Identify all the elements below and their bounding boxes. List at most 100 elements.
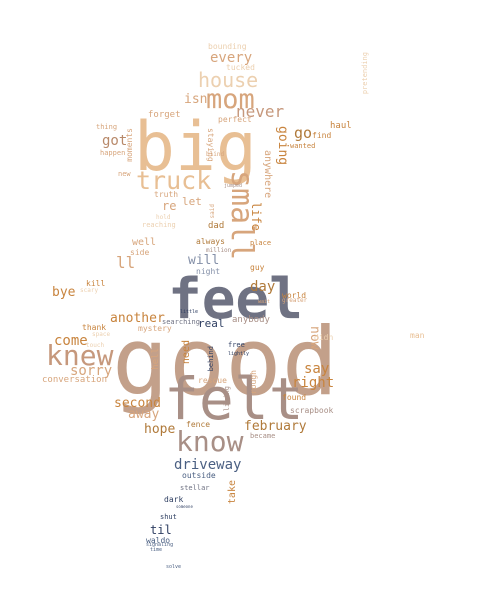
word-scrapbook: scrapbook bbox=[290, 406, 334, 415]
word-another: another bbox=[110, 311, 165, 326]
word-knew: knew bbox=[46, 339, 114, 372]
word-hell: hell bbox=[151, 348, 161, 370]
word-got: got bbox=[102, 133, 128, 149]
word-dad: dad bbox=[208, 221, 225, 231]
word-searching: searching bbox=[162, 318, 200, 326]
word-truck: truck bbox=[136, 166, 212, 195]
word-february: february bbox=[244, 419, 307, 434]
word-side: side bbox=[130, 248, 150, 257]
word-thank: thank bbox=[82, 323, 107, 332]
word-someone: someone bbox=[176, 504, 193, 509]
word-mystery: mystery bbox=[138, 324, 172, 333]
word-happen: happen bbox=[100, 149, 126, 157]
word-space: space bbox=[92, 331, 111, 338]
word-shut: shut bbox=[160, 513, 177, 521]
word-million: million bbox=[206, 247, 232, 254]
word-conversation: conversation bbox=[42, 375, 108, 385]
word-small: small bbox=[224, 170, 259, 261]
word-pretending: pretending bbox=[361, 52, 369, 95]
word-became: became bbox=[250, 432, 276, 440]
word-found: found bbox=[282, 393, 307, 402]
word-go: go bbox=[294, 124, 313, 142]
word-never: never bbox=[236, 102, 285, 121]
word-lightly: lightly bbox=[228, 351, 250, 357]
word-jumped: jumped bbox=[224, 183, 243, 189]
word-re: re bbox=[162, 199, 177, 213]
word-waldo: waldo bbox=[146, 536, 171, 545]
word-blind: blind bbox=[206, 151, 225, 158]
word-come: come bbox=[54, 333, 88, 349]
word-life: life bbox=[249, 202, 263, 231]
word-dark: dark bbox=[164, 495, 184, 504]
word-stellar: stellar bbox=[180, 484, 210, 492]
word-new: new bbox=[118, 170, 131, 178]
word-will: will bbox=[188, 253, 220, 268]
word-always: always bbox=[196, 237, 225, 246]
word-second: second bbox=[114, 396, 161, 411]
word-outside: outside bbox=[182, 471, 216, 480]
word-bounding: bounding bbox=[208, 42, 247, 51]
word-behind: behind bbox=[207, 346, 215, 372]
word-perfect: perfect bbox=[218, 115, 252, 124]
word-truth: truth bbox=[154, 190, 179, 199]
word-signaling: signaling bbox=[146, 542, 174, 548]
word-haul: haul bbox=[330, 121, 352, 131]
word-rough: rough bbox=[249, 370, 258, 395]
word-let: let bbox=[182, 195, 202, 208]
word-find: find bbox=[312, 131, 332, 140]
word-touch: touch bbox=[86, 342, 105, 349]
word-night: night bbox=[196, 267, 221, 276]
word-hope: hope bbox=[144, 422, 176, 437]
word-right: right bbox=[292, 375, 335, 391]
word-fence: fence bbox=[186, 420, 211, 429]
word-house: house bbox=[198, 68, 259, 92]
word-every: every bbox=[210, 50, 253, 66]
word-little: little bbox=[180, 309, 199, 315]
word-forget: forget bbox=[148, 110, 181, 120]
word-scary: scary bbox=[80, 287, 99, 294]
word-take: take bbox=[227, 480, 238, 505]
word-going: going bbox=[275, 126, 290, 166]
word-free: free bbox=[228, 341, 245, 349]
word-felt: felt bbox=[164, 365, 304, 433]
word-day: day bbox=[250, 279, 276, 295]
word-well: well bbox=[132, 237, 157, 248]
word-rescue: rescue bbox=[198, 376, 227, 385]
word-sorry: sorry bbox=[70, 363, 113, 379]
word-reaching: reaching bbox=[142, 221, 176, 229]
word-greater: greater bbox=[282, 297, 308, 304]
word-moments: moments bbox=[125, 128, 134, 162]
word-staying: staying bbox=[206, 128, 215, 162]
word-say: say bbox=[304, 361, 330, 377]
word-know: know bbox=[176, 425, 244, 458]
word-now: now bbox=[307, 326, 322, 350]
word-tucked: tucked bbox=[226, 63, 255, 72]
word-feel: feel bbox=[168, 267, 303, 332]
word-good: good bbox=[112, 308, 339, 417]
word-place: place bbox=[250, 239, 272, 247]
word-guy: guy bbox=[250, 263, 265, 272]
word-thing: thing bbox=[96, 123, 118, 131]
word-time: time bbox=[150, 547, 163, 553]
word-away: away bbox=[128, 407, 160, 422]
word-mom: mom bbox=[206, 84, 255, 115]
word-anywhere: anywhere bbox=[262, 150, 273, 199]
word-living: living bbox=[223, 386, 231, 412]
word-hold: hold bbox=[156, 214, 171, 221]
word-bye: bye bbox=[52, 285, 76, 300]
word-said: said bbox=[209, 204, 216, 219]
word-big: big bbox=[134, 108, 257, 187]
word-solve: solve bbox=[166, 564, 182, 570]
word-need: need bbox=[181, 340, 192, 365]
word-til: til bbox=[150, 523, 172, 537]
word-ll: ll bbox=[116, 253, 136, 272]
word-kill: kill bbox=[86, 279, 106, 288]
word-real: real bbox=[198, 317, 225, 330]
word-isn: isn bbox=[184, 92, 208, 107]
word-world: world bbox=[282, 291, 307, 300]
word-didn: didn bbox=[314, 333, 334, 342]
word-anybody: anybody bbox=[232, 315, 270, 325]
word-driveway: driveway bbox=[174, 457, 242, 473]
word-wanted: wanted bbox=[290, 142, 316, 150]
